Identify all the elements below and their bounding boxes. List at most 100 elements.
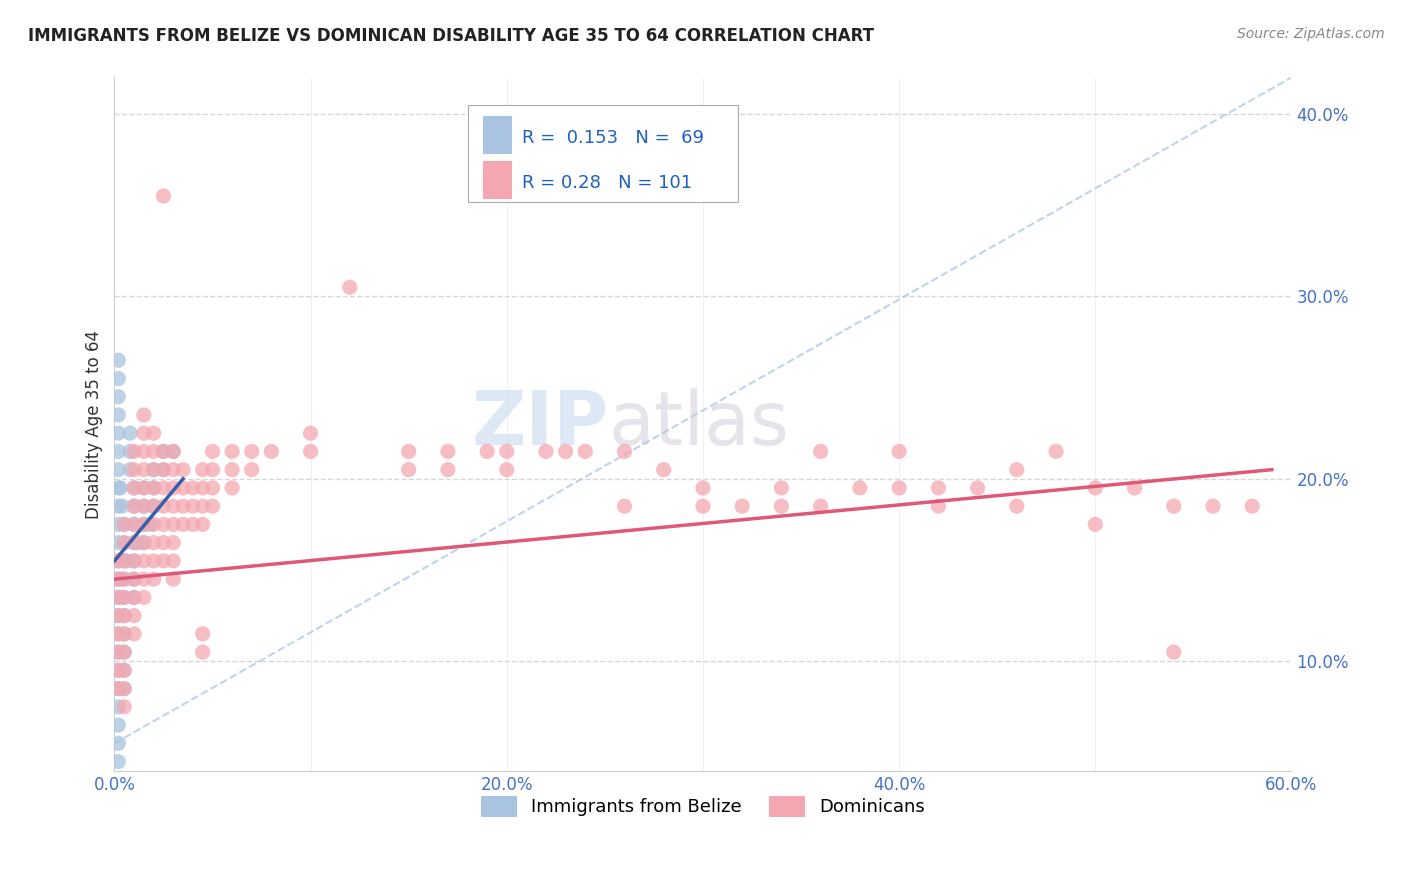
Point [495,444,517,458]
Y-axis label: Disability Age 35 to 64: Disability Age 35 to 64 [86,329,103,518]
Point [162,572,184,586]
Text: R =  0.153   N =  69: R = 0.153 N = 69 [522,128,703,147]
Point [142,572,165,586]
Point [1123,481,1146,495]
Point [107,681,129,696]
Point [162,481,184,495]
Point [1045,444,1067,458]
Point [652,463,675,477]
Point [107,645,129,659]
Point [152,463,174,477]
Point [107,371,129,385]
Point [107,718,129,732]
Point [122,481,145,495]
Point [107,591,129,605]
Point [142,499,165,513]
Point [112,664,135,678]
Point [437,463,460,477]
Point [152,554,174,568]
Point [111,591,134,605]
Point [398,444,420,458]
Point [122,517,145,532]
Point [201,481,224,495]
Point [107,591,129,605]
Point [107,627,129,641]
Point [887,444,910,458]
Point [1163,645,1185,659]
Point [107,627,129,641]
Point [260,444,283,458]
Point [191,627,214,641]
Point [112,608,135,623]
Point [107,645,129,659]
Point [132,572,155,586]
Point [122,591,145,605]
Point [107,736,129,750]
Point [107,608,129,623]
Point [172,499,194,513]
Point [142,463,165,477]
Point [107,608,129,623]
Point [613,499,636,513]
Point [191,481,214,495]
Point [120,444,142,458]
Point [107,517,129,532]
Point [142,499,165,513]
Point [299,444,322,458]
Point [107,390,129,404]
Point [112,554,135,568]
Point [115,554,138,568]
Point [107,481,129,495]
Point [112,627,135,641]
Point [172,517,194,532]
Point [107,572,129,586]
Point [112,517,135,532]
Point [132,499,155,513]
Point [887,481,910,495]
Point [172,481,194,495]
Point [107,535,129,549]
Point [132,591,155,605]
Point [112,572,135,586]
Point [112,591,135,605]
Point [107,408,129,422]
Point [112,699,135,714]
Point [107,699,129,714]
Point [132,535,155,549]
FancyBboxPatch shape [482,116,512,153]
Point [122,627,145,641]
Point [107,755,129,769]
Point [122,517,145,532]
Point [1084,481,1107,495]
Point [122,499,145,513]
Point [142,554,165,568]
Point [191,645,214,659]
Point [1005,463,1028,477]
Point [142,444,165,458]
Point [107,664,129,678]
Point [966,481,988,495]
Point [162,535,184,549]
Point [162,499,184,513]
FancyBboxPatch shape [482,161,512,199]
Point [132,463,155,477]
Point [112,627,135,641]
Point [927,481,949,495]
Point [132,444,155,458]
Point [810,499,832,513]
Point [1241,499,1264,513]
Point [112,572,135,586]
Point [122,554,145,568]
Text: IMMIGRANTS FROM BELIZE VS DOMINICAN DISABILITY AGE 35 TO 64 CORRELATION CHART: IMMIGRANTS FROM BELIZE VS DOMINICAN DISA… [28,27,875,45]
Point [142,517,165,532]
Point [299,426,322,441]
Point [692,481,714,495]
Point [112,664,135,678]
Point [191,499,214,513]
Text: Source: ZipAtlas.com: Source: ZipAtlas.com [1237,27,1385,41]
Point [132,426,155,441]
Point [122,535,145,549]
Legend: Immigrants from Belize, Dominicans: Immigrants from Belize, Dominicans [474,789,932,824]
Point [107,499,129,513]
Point [181,517,204,532]
